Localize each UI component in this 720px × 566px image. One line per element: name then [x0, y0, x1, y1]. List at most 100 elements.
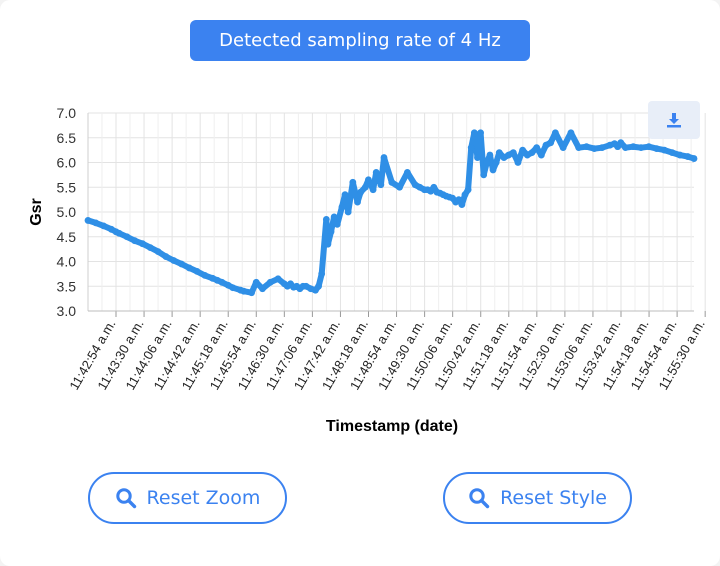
y-tick-label: 4.5	[57, 229, 77, 245]
gsr-data-point	[240, 287, 248, 295]
y-tick-label: 5.0	[57, 204, 77, 220]
gsr-data-point	[229, 284, 237, 292]
gsr-data-point	[668, 149, 676, 157]
gsr-data-point	[403, 169, 411, 176]
sampling-rate-text: Detected sampling rate of 4 Hz	[219, 30, 501, 51]
gsr-data-point	[123, 233, 131, 241]
gsr-data-point	[583, 143, 590, 151]
gsr-data-point	[637, 144, 645, 152]
gsr-data-point	[315, 282, 322, 290]
gsr-data-point	[349, 178, 357, 186]
search-icon	[115, 488, 136, 509]
gsr-data-point	[492, 159, 500, 166]
reset-style-button[interactable]: Reset Style	[443, 472, 632, 524]
gsr-data-point	[185, 264, 193, 272]
gsr-data-point	[547, 139, 555, 147]
gsr-data-point	[690, 155, 698, 162]
gsr-data-point	[170, 257, 178, 264]
y-tick-label: 3.0	[57, 303, 77, 319]
gsr-data-point	[365, 176, 372, 184]
gsr-data-point	[274, 275, 282, 283]
gsr-data-point	[162, 253, 170, 260]
gsr-data-point	[396, 183, 403, 191]
gsr-data-point	[361, 183, 369, 191]
gsr-data-point	[684, 153, 692, 160]
gsr-data-point	[430, 183, 438, 191]
gsr-data-point	[259, 285, 266, 293]
gsr-data-point	[514, 159, 522, 166]
reset-style-label: Reset Style	[500, 487, 607, 509]
gsr-data-point	[333, 220, 341, 228]
gsr-data-point	[193, 268, 201, 275]
gsr-data-point	[341, 191, 349, 199]
gsr-data-point	[322, 216, 330, 223]
gsr-data-point	[483, 159, 491, 166]
gsr-data-point	[474, 154, 481, 161]
gsr-data-point	[248, 289, 255, 297]
gsr-data-point	[369, 186, 377, 194]
gsr-data-point	[598, 144, 606, 152]
y-tick-label: 5.5	[57, 179, 77, 195]
gsr-data-point	[218, 278, 226, 286]
gsr-data-point	[645, 143, 653, 151]
gsr-data-point	[470, 129, 478, 137]
gsr-data-point	[131, 237, 139, 245]
gsr-data-point	[661, 146, 668, 154]
gsr-data-point	[178, 260, 185, 268]
gsr-data-point	[252, 278, 260, 286]
gsr-data-point	[338, 203, 346, 211]
y-tick-label: 6.5	[57, 130, 77, 146]
gsr-data-point	[537, 151, 545, 159]
gsr-data-point	[357, 188, 365, 196]
gsr-data-point	[567, 129, 575, 137]
gsr-data-point	[486, 151, 494, 159]
gsr-data-point	[377, 181, 385, 189]
gsr-data-point	[318, 270, 326, 278]
gsr-data-point	[489, 166, 497, 174]
search-icon	[469, 488, 490, 509]
x-axis-label: Timestamp (date)	[326, 418, 458, 435]
gsr-data-point	[464, 186, 472, 194]
reset-zoom-button[interactable]: Reset Zoom	[88, 472, 287, 524]
gsr-data-point	[327, 228, 335, 236]
y-tick-label: 3.5	[57, 278, 77, 294]
gsr-data-point	[590, 145, 598, 153]
gsr-series-line	[85, 129, 697, 296]
gsr-data-point	[653, 145, 661, 153]
gsr-data-point	[354, 198, 361, 206]
gsr-data-point	[551, 129, 559, 137]
gsr-data-point	[629, 143, 637, 151]
gsr-data-point	[344, 208, 352, 216]
gsr-data-point	[533, 144, 541, 152]
gsr-data-point	[509, 149, 517, 157]
sampling-rate-banner: Detected sampling rate of 4 Hz	[190, 20, 530, 61]
gsr-data-point	[139, 240, 146, 248]
series-layer	[84, 129, 698, 297]
y-tick-label: 7.0	[57, 105, 77, 121]
gsr-data-point	[559, 144, 567, 152]
gsr-data-point	[100, 222, 107, 230]
gsr-data-point	[154, 248, 162, 256]
download-icon	[667, 113, 681, 128]
gsr-data-point	[266, 278, 274, 286]
gsr-data-point	[372, 169, 380, 176]
gsr-data-point	[519, 146, 527, 154]
gsr-data-point	[622, 144, 629, 152]
gsr-data-point	[617, 139, 625, 147]
gsr-data-point	[461, 191, 469, 199]
y-tick-label: 6.0	[57, 155, 77, 171]
y-axis-label: Gsr	[28, 198, 45, 226]
gsr-data-point	[495, 149, 503, 157]
gsr-data-point	[388, 178, 396, 186]
gsr-data-point	[477, 129, 484, 137]
reset-zoom-label: Reset Zoom	[146, 487, 261, 509]
gsr-data-point	[115, 229, 123, 237]
gsr-data-point	[380, 154, 388, 161]
gsr-data-point	[528, 149, 536, 157]
gsr-data-point	[324, 240, 332, 248]
grid-layer	[88, 112, 706, 312]
gsr-data-point	[84, 217, 92, 224]
download-button[interactable]	[648, 101, 700, 139]
